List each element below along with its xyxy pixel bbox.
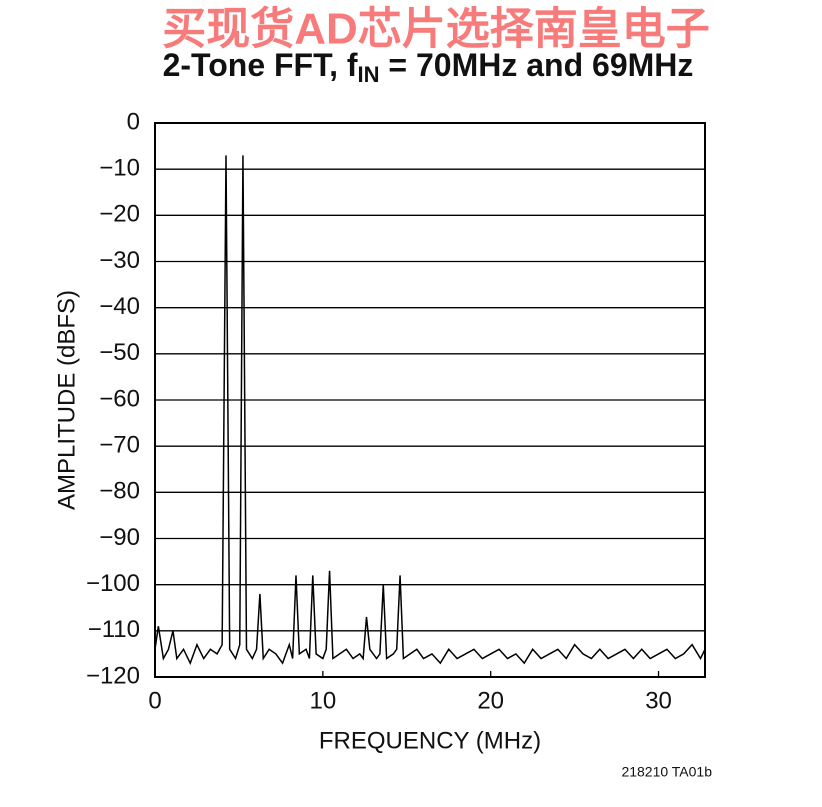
y-tick-label: −70 bbox=[99, 432, 140, 459]
x-tick-label: 20 bbox=[477, 687, 504, 714]
x-tick-label: 10 bbox=[309, 687, 336, 714]
y-tick-label: −100 bbox=[86, 570, 140, 597]
y-tick-label: −10 bbox=[99, 155, 140, 182]
y-tick-label: −40 bbox=[99, 293, 140, 320]
x-axis-title: FREQUENCY (MHz) bbox=[319, 727, 541, 754]
y-tick-label: −20 bbox=[99, 201, 140, 228]
spectrum-line bbox=[154, 155, 706, 666]
y-tick-label: −50 bbox=[99, 339, 140, 366]
y-axis-title: AMPLITUDE (dBFS) bbox=[53, 290, 80, 510]
x-tick-label: 30 bbox=[645, 687, 672, 714]
chart-title: 2-Tone FFT, fIN = 70MHz and 69MHz bbox=[163, 47, 694, 86]
watermark: 买现货AD芯片选择南皇电子 bbox=[162, 5, 710, 54]
figure-id: 218210 TA01b bbox=[621, 764, 712, 780]
title-rest: = 70MHz and 69MHz bbox=[380, 47, 694, 83]
y-tick-label: −110 bbox=[88, 616, 140, 643]
y-tick-label: 0 bbox=[127, 108, 140, 135]
x-tick-label: 0 bbox=[148, 687, 161, 714]
y-tick-label: −30 bbox=[99, 247, 140, 274]
plot-frame bbox=[154, 122, 706, 678]
title-subscript: IN bbox=[358, 62, 380, 87]
title-main: 2-Tone FFT, f bbox=[163, 47, 358, 83]
y-tick-label: −80 bbox=[99, 478, 140, 505]
y-tick-label: −90 bbox=[99, 524, 140, 551]
y-tick-label: −120 bbox=[86, 662, 140, 689]
y-tick-label: −60 bbox=[99, 385, 140, 412]
